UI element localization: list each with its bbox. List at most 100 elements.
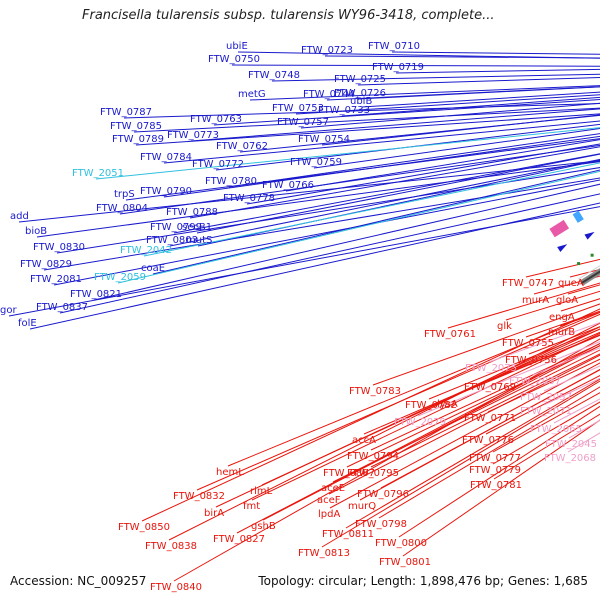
forward-gene-label: FTW_0784 <box>140 152 192 163</box>
reverse-gene-label: birA <box>204 508 224 519</box>
reverse-leader <box>173 338 600 582</box>
reverse-leader <box>370 343 600 451</box>
forward-leader <box>395 68 600 74</box>
reverse-gene-label: gshB <box>251 521 276 532</box>
forward-gene-label: FTW_0788 <box>166 207 218 218</box>
forward-gene-label: FTW_0790 <box>140 186 192 197</box>
backbone-arc <box>579 268 600 286</box>
forward-gene-label: FTW_0772 <box>192 159 244 170</box>
forward-gene-label: FTW_0754 <box>298 134 350 145</box>
reverse-leader <box>378 386 600 519</box>
pseudo-gene-label: FTW_2037 <box>509 376 561 387</box>
forward-gene-arrow <box>584 231 595 240</box>
reverse-leader <box>370 353 600 468</box>
forward-gene-label: bioB <box>25 226 47 237</box>
forward-leader <box>123 102 600 119</box>
forward-gene-label: FTW_0830 <box>33 242 85 253</box>
forward-gene-label: FTW_0750 <box>208 54 260 65</box>
forward-gene-label: FTW_0821 <box>70 289 122 300</box>
reverse-gene-label: FTW_0796 <box>357 489 409 500</box>
reverse-gene-label: FTW_0840 <box>150 582 202 593</box>
forward-gene-label: trpS <box>114 189 135 200</box>
forward-leader <box>93 183 600 301</box>
cog-block <box>572 210 584 223</box>
reverse-leader <box>251 332 600 501</box>
forward-leader <box>163 120 600 164</box>
forward-leader <box>231 64 600 67</box>
reverse-leader <box>168 322 600 541</box>
forward-leader <box>119 144 600 215</box>
forward-leader <box>237 51 600 59</box>
reverse-gene-label: gloA <box>556 295 578 306</box>
pseudo-gene-label: FTW_2071 <box>520 406 572 417</box>
reverse-leader <box>359 368 600 501</box>
forward-leader <box>285 139 600 192</box>
forward-leader <box>391 51 600 55</box>
reverse-leader <box>236 342 600 534</box>
reverse-gene-label: FTW_0755 <box>502 338 554 349</box>
pseudo-gene-label: FTW_2068 <box>544 453 596 464</box>
scale-ticks: 680 kbp700 kbp720 kbp740 kbp760 kbp780 k… <box>577 253 594 266</box>
reverse-gene-label: FTW_0756 <box>505 355 557 366</box>
forward-gene-label: FTW_0757 <box>277 117 329 128</box>
pseudo-gene-label: FTW_2079 <box>394 417 446 428</box>
forward-leader <box>18 160 600 223</box>
forward-leader <box>56 167 600 254</box>
forward-gene-label: coaE <box>141 263 165 274</box>
forward-leader <box>361 91 600 108</box>
forward-leader <box>239 114 600 153</box>
reverse-gene-label: FTW_0798 <box>355 519 407 530</box>
topology-text: Topology: circular; Length: 1,898,476 bp… <box>258 574 588 588</box>
reverse-gene-label: FTW_0800 <box>375 538 427 549</box>
forward-gene-label: FTW_0787 <box>100 107 152 118</box>
forward-leader <box>324 55 600 59</box>
forward-leader <box>8 206 600 317</box>
forward-gene-label: FTW_0759 <box>290 157 342 168</box>
feature-tracks <box>549 210 600 314</box>
forward-gene-label: FTW_0748 <box>248 70 300 81</box>
reverse-leader <box>345 378 600 529</box>
label-leader-lines <box>8 51 600 582</box>
forward-gene-label: FTW_0719 <box>372 62 424 73</box>
forward-leader <box>249 85 600 101</box>
forward-gene-label: FTW_0778 <box>223 193 275 204</box>
forward-leader <box>29 202 600 330</box>
reverse-gene-label: FTW_0771 <box>464 413 516 424</box>
reverse-gene-label: rlmL <box>250 486 273 497</box>
forward-gene-label: add <box>10 211 29 222</box>
reverse-leader <box>448 334 600 399</box>
forward-gene-label: FTW_0803 <box>146 235 198 246</box>
pseudo-gene-label: FTW_2045 <box>545 439 597 450</box>
forward-gene-label: FTW_0725 <box>334 74 386 85</box>
rna-gene-label: FTW_2051 <box>72 168 124 179</box>
map-title: Francisella tularensis subsp. tularensis… <box>82 8 495 23</box>
forward-leader <box>313 127 600 169</box>
forward-gene-label: FTW_0773 <box>167 130 219 141</box>
gc-tick <box>577 262 581 266</box>
reverse-leader <box>398 405 600 538</box>
reverse-gene-label: queA <box>558 278 584 289</box>
forward-gene-label: ubiE <box>226 41 248 52</box>
forward-leader <box>190 108 600 142</box>
reverse-leader <box>447 282 600 329</box>
reverse-leader <box>329 362 600 509</box>
rna-leader <box>117 170 600 284</box>
forward-leader <box>215 123 600 171</box>
pseudo-leader <box>417 340 600 417</box>
reverse-leader <box>492 392 600 453</box>
forward-gene-label: FTW_0780 <box>205 176 257 187</box>
forward-gene-label: secB1 <box>182 222 212 233</box>
accession-text: Accession: NC_009257 <box>10 574 147 588</box>
forward-leader <box>135 113 600 146</box>
forward-gene-label: FTW_0753 <box>272 103 324 114</box>
reverse-leader <box>196 313 600 491</box>
forward-leader <box>271 73 600 82</box>
forward-gene-label: FTW_0744 <box>303 89 355 100</box>
reverse-gene-label: aceE <box>321 483 345 494</box>
forward-leader <box>196 153 600 234</box>
reverse-leader <box>487 358 600 413</box>
forward-gene-label: FTW_0723 <box>301 45 353 56</box>
rna-leader <box>143 162 600 257</box>
forward-leader <box>133 107 600 133</box>
